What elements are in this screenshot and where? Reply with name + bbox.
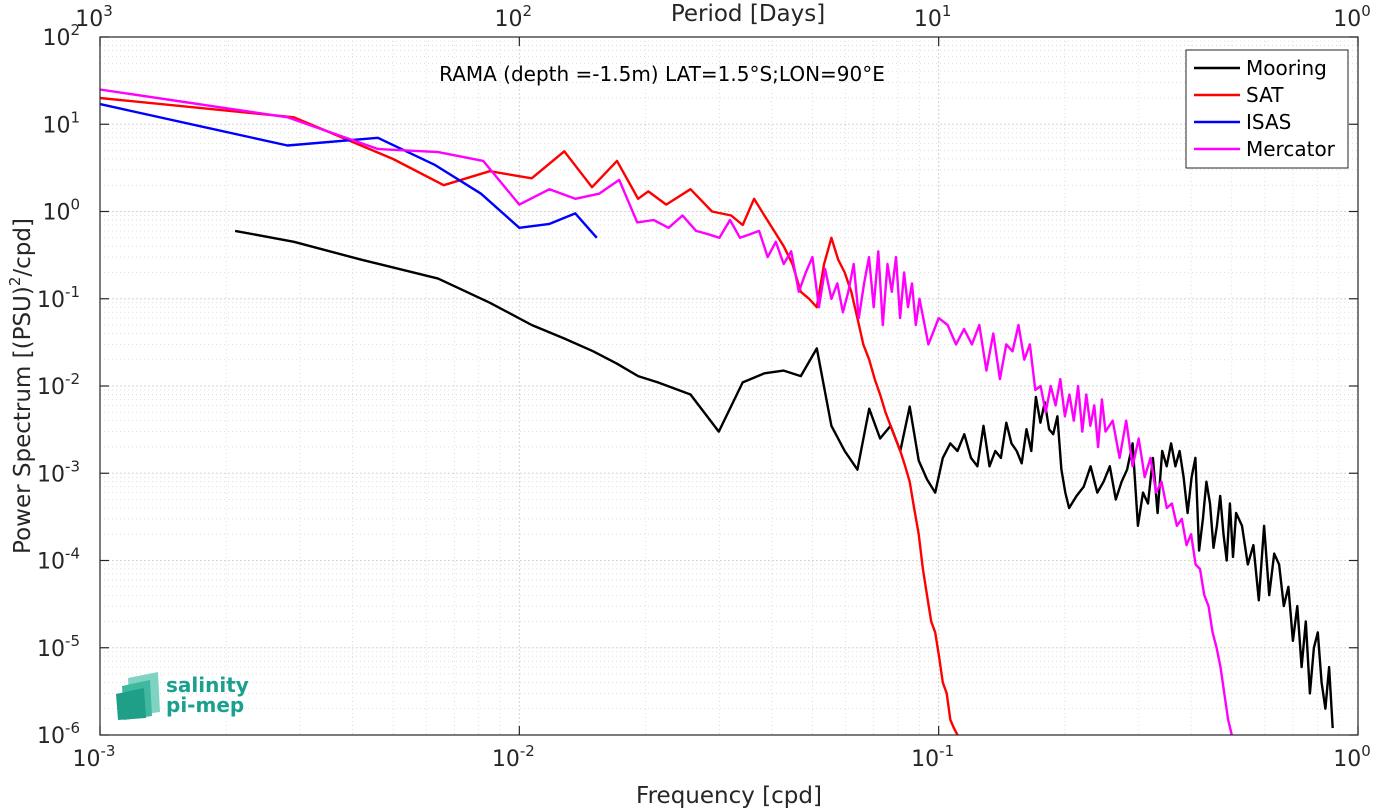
- legend-items: Mooring SAT ISAS Mercator: [1194, 56, 1336, 161]
- series-line-sat: [99, 96, 959, 736]
- top-tick-label-base: 10: [914, 7, 942, 32]
- top-tick-label-base: 10: [1333, 7, 1361, 32]
- series-group: [99, 88, 1334, 736]
- logo-shape-front: [116, 688, 146, 720]
- y-tick-label: 10-1: [37, 283, 80, 313]
- x-tick-label-base: 10: [1333, 747, 1361, 772]
- y-tick-label: 10-4: [37, 545, 80, 575]
- top-axis-label: Period [Days]: [671, 1, 825, 27]
- top-tick-label: 102: [495, 2, 533, 32]
- y-tick-label-exp: -4: [65, 545, 80, 563]
- top-tick-label-exp: 1: [942, 2, 952, 20]
- y-tick-label-exp: -1: [65, 283, 80, 301]
- y-tick-label-base: 10: [37, 637, 65, 662]
- y-tick-label-base: 10: [37, 462, 65, 487]
- y-tick-label-exp: 2: [70, 21, 80, 39]
- x-tick-label: 10-2: [492, 742, 535, 772]
- y-tick-label-base: 10: [42, 26, 70, 51]
- salinity-logo: salinity pi-mep: [116, 672, 249, 720]
- y-axis-label: Power Spectrum [(PSU)2/cpd]: [6, 218, 36, 554]
- logo-text-line2: pi-mep: [166, 693, 244, 717]
- x-tick-label: 100: [1333, 742, 1371, 772]
- top-tick-label-exp: 0: [1361, 2, 1371, 20]
- chart-annotation: RAMA (depth =-1.5m) LAT=1.5°S;LON=90°E: [439, 62, 885, 86]
- y-tick-label: 10-3: [37, 457, 80, 487]
- x-tick-labels: 10-3 10-2 10-1 100: [73, 742, 1371, 772]
- y-tick-label-exp: -5: [65, 632, 80, 650]
- x-tick-label: 10-1: [911, 742, 954, 772]
- x-tick-label-exp: -1: [939, 742, 954, 760]
- y-tick-label-exp: -6: [65, 719, 80, 737]
- x-tick-label-base: 10: [911, 747, 939, 772]
- top-tick-label-base: 10: [75, 7, 103, 32]
- y-tick-label-base: 10: [37, 375, 65, 400]
- top-tick-label: 100: [1333, 2, 1371, 32]
- top-tick-labels: 103 102 101 100: [75, 2, 1371, 32]
- series-line-isas: [99, 102, 598, 239]
- y-tick-label-exp: -3: [65, 457, 80, 475]
- x-tick-label-base: 10: [73, 747, 101, 772]
- x-tick-label-base: 10: [492, 747, 520, 772]
- x-tick-label-exp: -3: [101, 742, 116, 760]
- legend-label-mooring: Mooring: [1246, 56, 1327, 80]
- y-axis-label-sup: 2: [6, 277, 24, 287]
- series-line-mercator: [99, 88, 1233, 736]
- top-tick-label: 103: [75, 2, 113, 32]
- top-tick-label-exp: 2: [523, 2, 533, 20]
- y-tick-label-exp: 1: [70, 108, 80, 126]
- legend-label-isas: ISAS: [1246, 110, 1291, 134]
- x-tick-label: 10-3: [73, 742, 116, 772]
- x-axis-label: Frequency [cpd]: [636, 783, 822, 809]
- y-tick-label-exp: -2: [65, 370, 80, 388]
- tick-marks: [99, 36, 1359, 736]
- y-tick-label: 101: [42, 108, 80, 138]
- logo-text-line1: salinity: [166, 673, 249, 697]
- y-tick-label-base: 10: [37, 288, 65, 313]
- top-tick-label: 101: [914, 2, 952, 32]
- y-tick-label-base: 10: [42, 113, 70, 138]
- grid: [99, 37, 1358, 736]
- y-tick-label: 100: [42, 196, 80, 226]
- top-tick-label-exp: 3: [103, 2, 113, 20]
- y-tick-label-base: 10: [37, 724, 65, 749]
- series-line-mooring: [234, 229, 1334, 729]
- y-axis-label-pre: Power Spectrum [(PSU): [10, 286, 36, 554]
- legend: Mooring SAT ISAS Mercator: [1185, 49, 1349, 169]
- y-tick-label-base: 10: [37, 550, 65, 575]
- legend-label-mercator: Mercator: [1246, 137, 1336, 161]
- x-tick-label-exp: -2: [520, 742, 535, 760]
- x-tick-label-exp: 0: [1361, 742, 1371, 760]
- y-tick-label-exp: 0: [70, 196, 80, 214]
- y-tick-label: 10-2: [37, 370, 80, 400]
- y-tick-label: 102: [42, 21, 80, 51]
- y-tick-label: 10-5: [37, 632, 80, 662]
- y-axis-label-post: /cpd]: [10, 218, 36, 277]
- legend-label-sat: SAT: [1246, 83, 1284, 107]
- y-tick-label: 10-6: [37, 719, 80, 749]
- y-tick-label-base: 10: [42, 201, 70, 226]
- top-tick-label-base: 10: [495, 7, 523, 32]
